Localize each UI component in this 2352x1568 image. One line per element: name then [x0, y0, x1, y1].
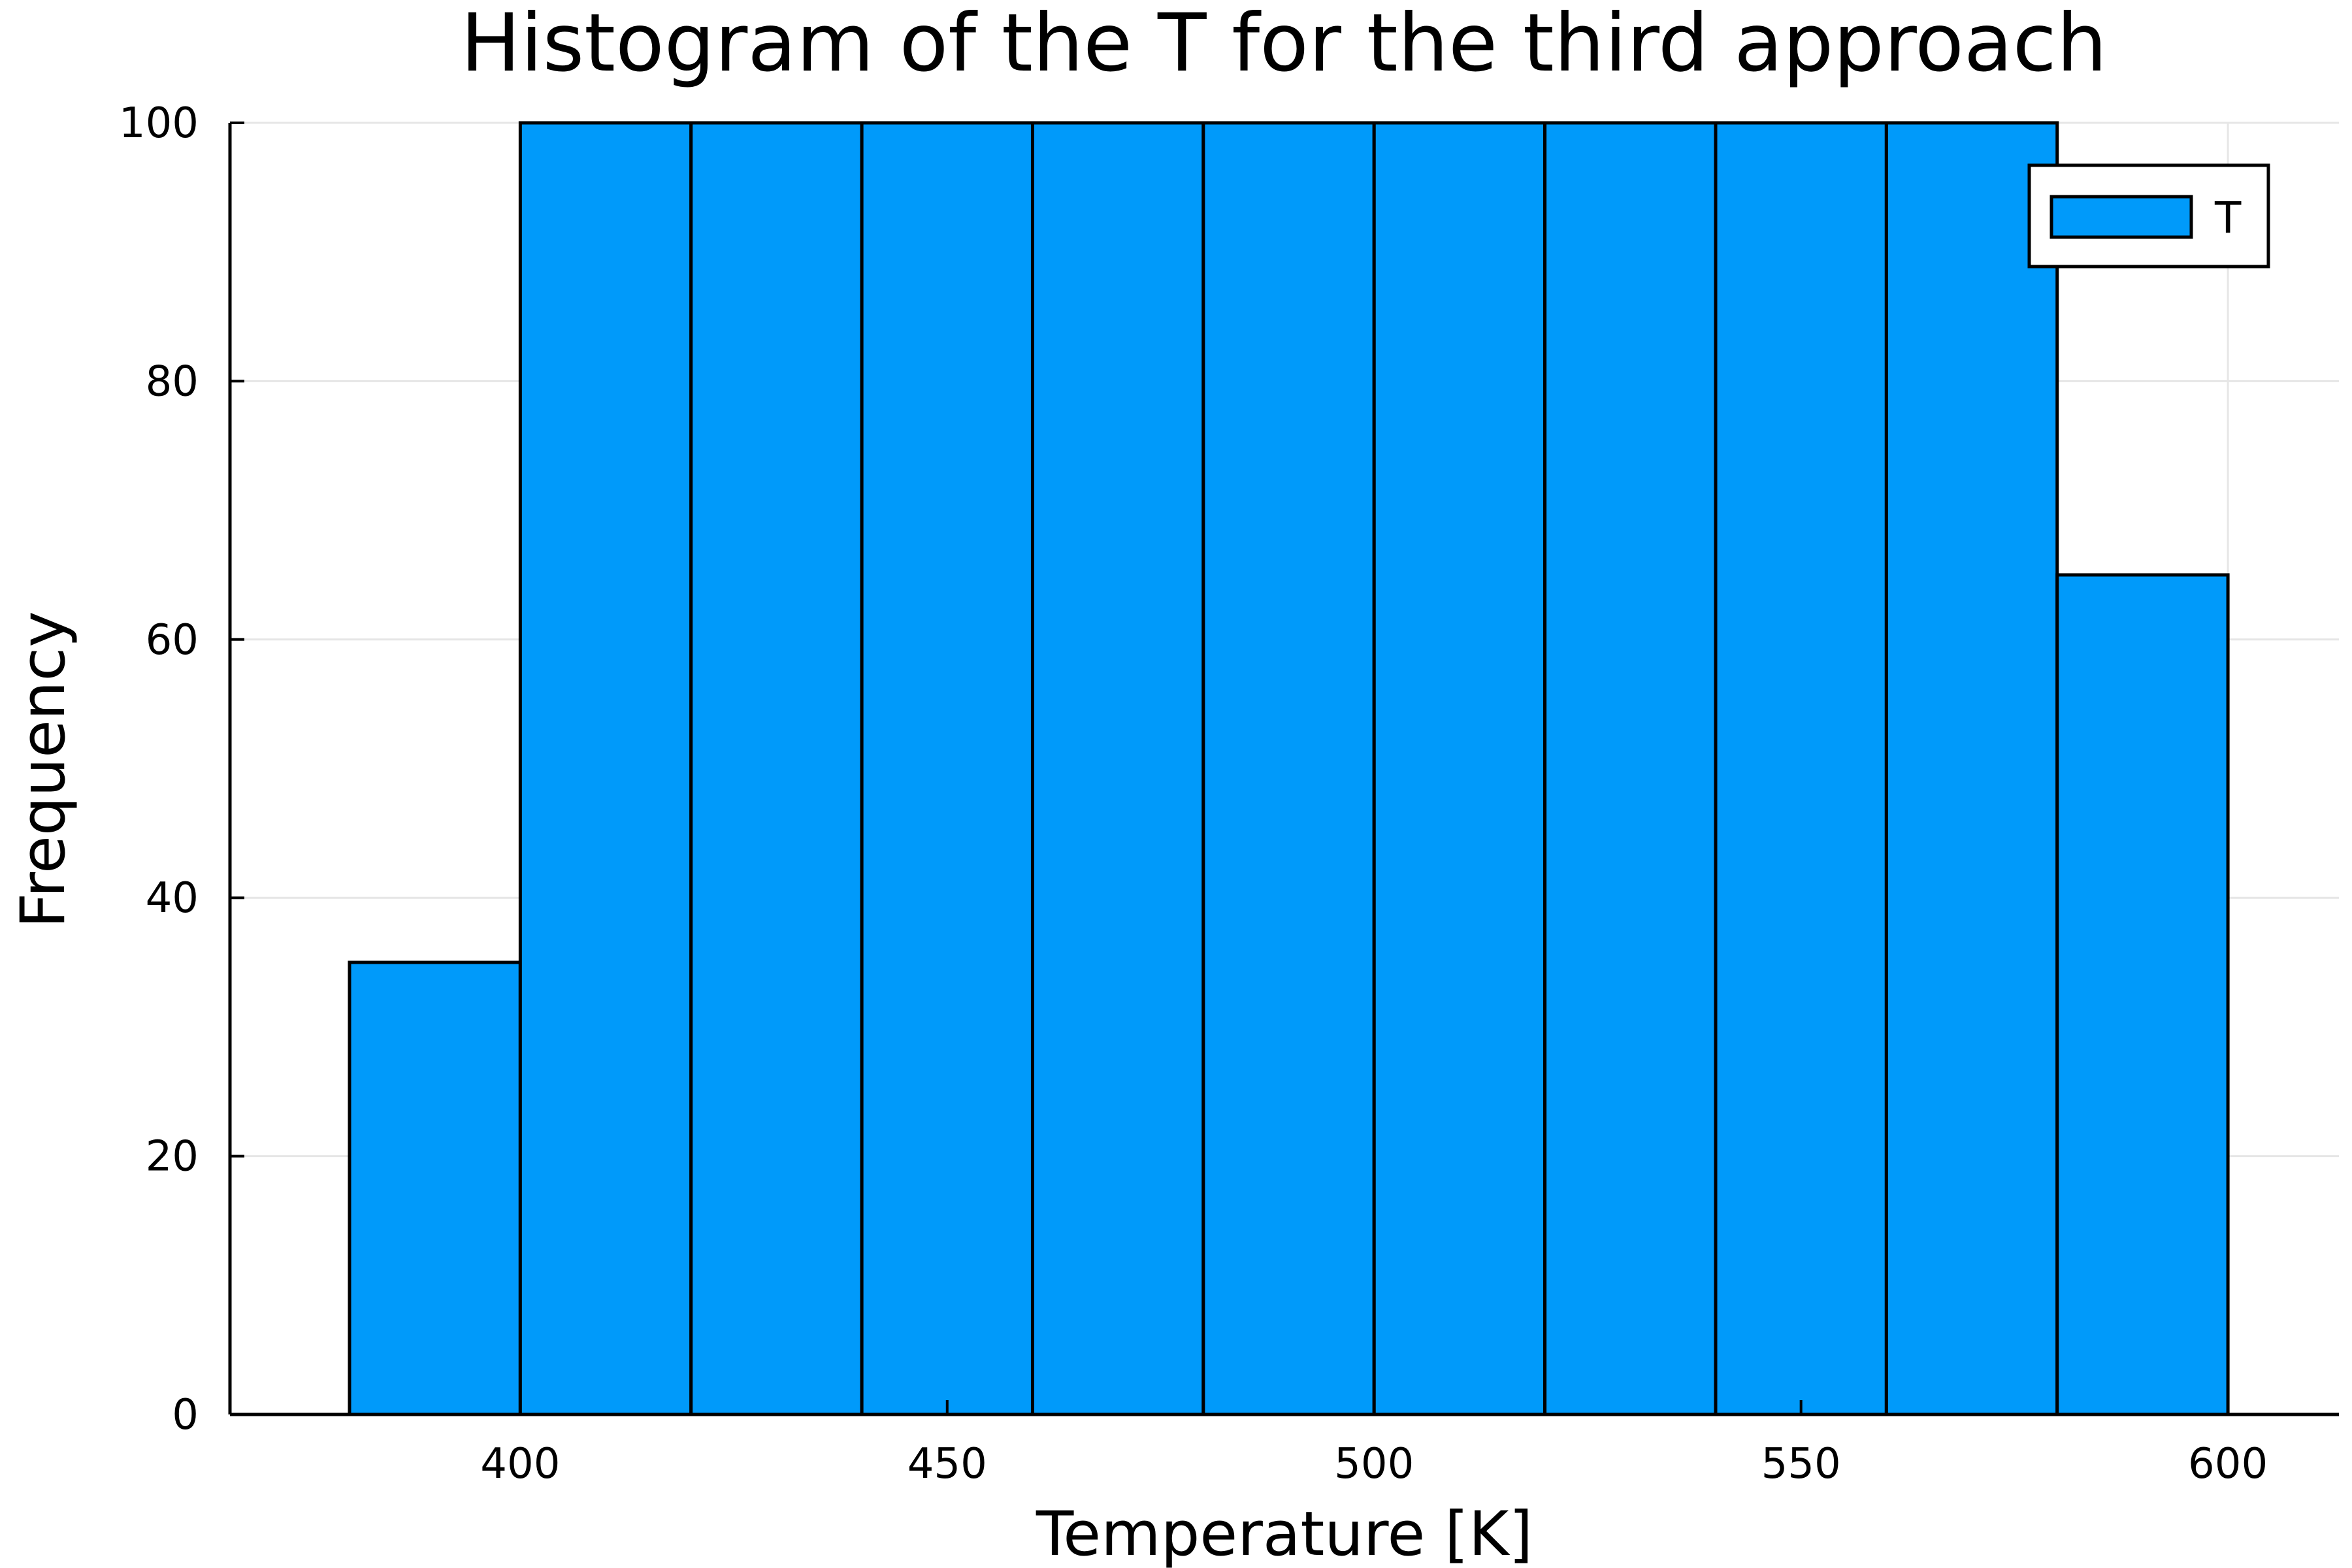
y-axis-label: Frequency	[8, 611, 79, 928]
legend: T	[2027, 163, 2270, 269]
legend-label: T	[2214, 193, 2242, 243]
histogram-bar	[1543, 121, 1718, 1416]
legend-swatch	[2050, 195, 2193, 239]
histogram-bar	[689, 121, 864, 1416]
chart-title: Histogram of the T for the third approac…	[461, 0, 2107, 90]
histogram-bar	[1372, 121, 1547, 1416]
x-tick-label: 550	[1761, 1440, 1841, 1488]
y-tick-label: 80	[146, 357, 199, 406]
y-tick-label: 0	[172, 1391, 199, 1439]
histogram-bar	[860, 121, 1034, 1416]
histogram-bar	[518, 121, 693, 1416]
x-axis-ticks: 400 450 500 550 600	[480, 1400, 2268, 1488]
histogram-bar	[348, 960, 522, 1416]
y-axis-ticks: 0 20 40 60 80 100	[119, 99, 244, 1439]
y-tick-label: 60	[146, 616, 199, 664]
y-tick-label: 20	[146, 1133, 199, 1181]
histogram-bar	[1030, 121, 1205, 1416]
y-tick-label: 100	[119, 99, 199, 148]
histogram-bar	[2055, 573, 2230, 1416]
histogram-bar	[1884, 121, 2059, 1416]
histogram-bar	[1201, 121, 1376, 1416]
x-tick-label: 500	[1334, 1440, 1414, 1488]
x-tick-label: 400	[480, 1440, 560, 1488]
histogram-bars	[348, 121, 2230, 1416]
y-tick-label: 40	[146, 874, 199, 923]
histogram-bar	[1714, 121, 1888, 1416]
x-axis-label: Temperature [K]	[1036, 1499, 1533, 1568]
x-tick-label: 450	[907, 1440, 987, 1488]
x-tick-label: 600	[2188, 1440, 2268, 1488]
